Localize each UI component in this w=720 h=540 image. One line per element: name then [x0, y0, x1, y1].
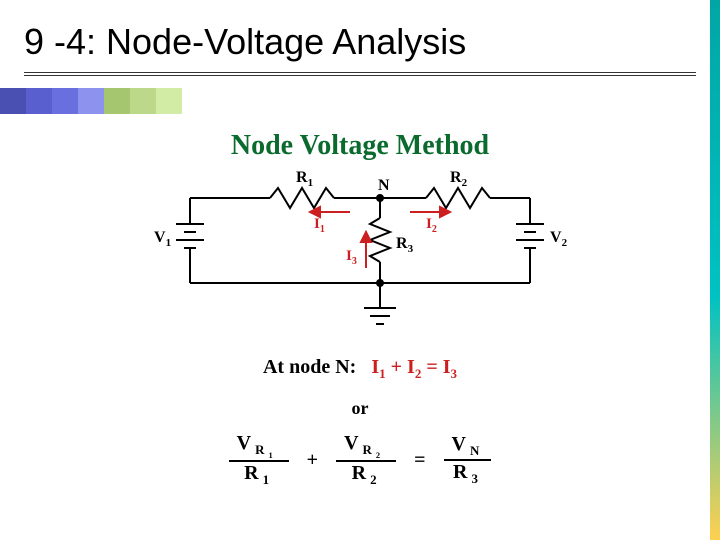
- svg-text:R1: R1: [296, 169, 313, 189]
- svg-text:R3: R3: [396, 235, 414, 255]
- plus-sign-1: +: [307, 449, 318, 472]
- slide-page: 9 -4: Node-Voltage Analysis Node Voltage…: [0, 0, 720, 540]
- subtitle-text: Node Voltage Method: [231, 130, 489, 161]
- svg-text:I1: I1: [314, 216, 325, 235]
- circuit-diagram: R1 R2 R3 N V1 V2 I1 I2 I3: [0, 168, 720, 353]
- fraction-vr2: VR2 R2: [340, 433, 392, 487]
- svg-text:R2: R2: [450, 169, 468, 189]
- square-6: [130, 88, 156, 114]
- svg-text:I2: I2: [426, 216, 437, 235]
- svg-text:V2: V2: [550, 229, 568, 249]
- slide-title: 9 -4: Node-Voltage Analysis: [24, 21, 466, 63]
- square-7: [156, 88, 182, 114]
- square-3: [52, 88, 78, 114]
- or-label: or: [0, 398, 720, 419]
- square-2: [26, 88, 52, 114]
- square-5: [104, 88, 130, 114]
- title-bar: 9 -4: Node-Voltage Analysis: [24, 12, 696, 76]
- kcl-expression: I1 + I2 = I3: [371, 356, 457, 378]
- fraction-vr1: VR1 R1: [233, 433, 285, 487]
- fraction-vn: VN R3: [448, 434, 488, 485]
- kcl-equation: At node N: I1 + I2 = I3: [0, 356, 720, 382]
- decoration-squares: [0, 88, 182, 114]
- fraction-equation: VR1 R1 + VR2 R2 = VN R3: [0, 433, 720, 487]
- svg-text:V1: V1: [154, 229, 171, 249]
- svg-text:N: N: [378, 177, 390, 194]
- equations-area: At node N: I1 + I2 = I3 or VR1 R1 + VR2 …: [0, 356, 720, 487]
- equals-sign: =: [414, 449, 425, 472]
- at-node-label: At node N:: [263, 356, 356, 378]
- svg-text:I3: I3: [346, 248, 357, 267]
- square-4: [78, 88, 104, 114]
- square-1: [0, 88, 26, 114]
- content-subtitle: Node Voltage Method: [0, 130, 720, 162]
